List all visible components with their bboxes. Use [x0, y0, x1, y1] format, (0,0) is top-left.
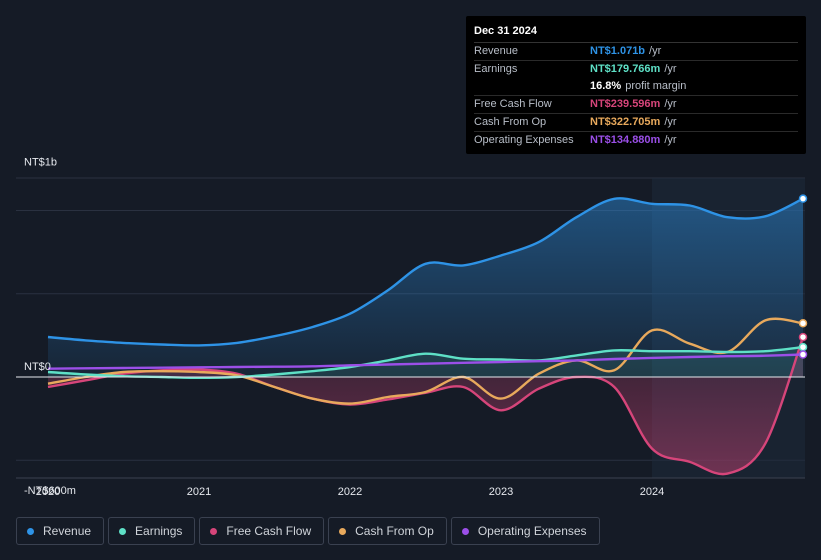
tooltip-value: NT$134.880m [590, 134, 661, 146]
tooltip-row-operating-expenses: Operating Expenses NT$134.880m /yr [474, 132, 798, 149]
cash-from-op-line [47, 317, 804, 405]
x-tick-label: 2020 [36, 486, 60, 498]
x-tick-label: 2021 [187, 486, 211, 498]
tooltip-row-earnings: Earnings NT$179.766m /yr [474, 61, 798, 78]
free-cash-flow-area [48, 337, 803, 475]
free-cash-flow-dot-icon [210, 527, 218, 535]
tooltip-label: Operating Expenses [474, 134, 574, 146]
legend-label: Operating Expenses [477, 524, 587, 538]
tooltip-value: NT$239.596m [590, 98, 661, 110]
x-tick-label: 2024 [640, 486, 664, 498]
tooltip-row-profit-margin: 16.8% profit margin [474, 78, 798, 96]
y-tick-label-zero: NT$0 [24, 361, 51, 373]
tooltip-unit: /yr [649, 45, 662, 57]
free-cash-flow-end-marker [798, 332, 808, 342]
tooltip-row-cash-from-op: Cash From Op NT$322.705m /yr [474, 114, 798, 132]
tooltip-date: Dec 31 2024 [474, 24, 798, 43]
tooltip-label: Free Cash Flow [474, 98, 552, 110]
operating-expenses-line [47, 353, 804, 370]
tooltip-unit: profit margin [625, 80, 687, 92]
chart-legend: Revenue Earnings Free Cash Flow Cash Fro… [16, 517, 600, 547]
legend-item-revenue[interactable]: Revenue [16, 517, 105, 545]
earnings-end-marker [798, 342, 808, 352]
legend-item-free-cash-flow[interactable]: Free Cash Flow [199, 517, 325, 545]
tooltip-unit: /yr [664, 63, 677, 75]
legend-label: Cash From Op [355, 524, 434, 538]
tooltip-unit: /yr [664, 98, 677, 110]
tooltip-label: Revenue [474, 45, 519, 57]
end-markers [798, 194, 808, 359]
revenue-dot-icon [27, 527, 34, 535]
operating-expenses-end-marker [798, 350, 808, 359]
tooltip-value: NT$322.705m [590, 116, 661, 128]
data-tooltip: Dec 31 2024 Revenue NT$1.071b /yr Earnin… [466, 16, 806, 154]
revenue-line [47, 197, 804, 347]
tooltip-value: NT$179.766m [590, 63, 661, 75]
x-tick-label: 2023 [489, 486, 513, 498]
tooltip-value: 16.8% [590, 80, 622, 92]
tooltip-row-free-cash-flow: Free Cash Flow NT$239.596m /yr [474, 96, 798, 114]
y-tick-label-top: NT$1b [24, 157, 57, 169]
revenue-area [48, 198, 803, 377]
legend-item-operating-expenses[interactable]: Operating Expenses [450, 517, 600, 545]
legend-item-earnings[interactable]: Earnings [108, 517, 196, 545]
legend-label: Free Cash Flow [226, 524, 312, 538]
revenue-end-marker [798, 194, 808, 203]
x-tick-label: 2022 [338, 486, 362, 498]
y-tick-label-bottom: -NT$600m [24, 485, 76, 497]
free-cash-flow-line [47, 336, 805, 476]
legend-item-cash-from-op[interactable]: Cash From Op [328, 517, 447, 545]
tooltip-label: Earnings [474, 63, 518, 75]
tooltip-unit: /yr [664, 116, 677, 128]
legend-label: Earnings [135, 524, 183, 538]
tooltip-value: NT$1.071b [590, 45, 646, 57]
earnings-dot-icon [119, 527, 127, 535]
tooltip-label [474, 78, 590, 95]
tooltip-unit: /yr [664, 134, 677, 146]
cash-from-op-dot-icon [339, 527, 347, 535]
tooltip-label: Cash From Op [474, 116, 547, 128]
operating-expenses-dot-icon [461, 527, 469, 535]
cash-from-op-end-marker [798, 319, 808, 328]
area-fills [48, 198, 803, 475]
legend-label: Revenue [43, 524, 92, 538]
tooltip-row-revenue: Revenue NT$1.071b /yr [474, 43, 798, 61]
